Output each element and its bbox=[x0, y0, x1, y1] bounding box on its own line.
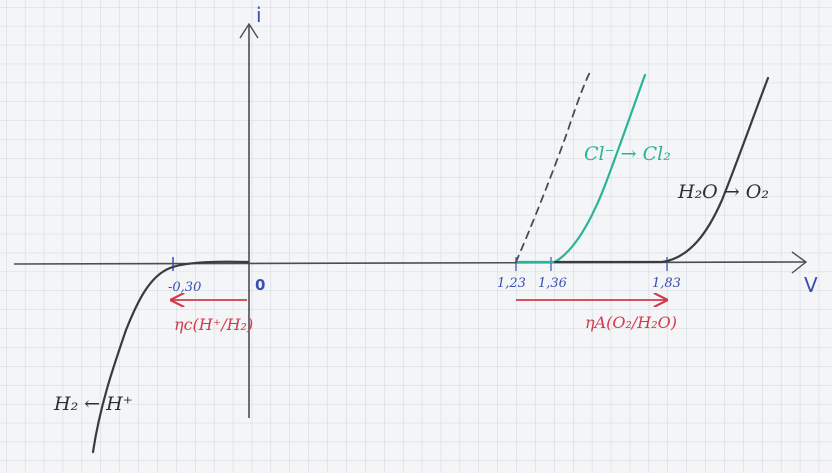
h2-reaction-label: H₂ ← H⁺ bbox=[53, 393, 133, 415]
o2-theoretical-dashed-curve bbox=[515, 71, 591, 263]
y-axis-arrowhead bbox=[239, 22, 259, 39]
tick-label-neg030: -0,30 bbox=[168, 280, 201, 295]
x-axis bbox=[13, 261, 806, 265]
chlorine-oxidation-curve bbox=[516, 73, 647, 264]
anodic-overpotential-label: ηA(O₂/H₂O) bbox=[585, 313, 677, 332]
h2o-reaction-label: H₂O → O₂ bbox=[677, 181, 769, 203]
x-axis-arrowhead bbox=[791, 251, 808, 274]
tick-label-183: 1,83 bbox=[652, 276, 681, 291]
h2-reduction-curve bbox=[91, 260, 250, 454]
o2-oxidation-curve bbox=[553, 76, 770, 264]
tick-label-136: 1,36 bbox=[538, 276, 567, 291]
x-axis-label: V bbox=[804, 273, 818, 297]
cathodic-overpotential-label: ηc(H⁺/H₂) bbox=[174, 315, 253, 334]
overpotential-arrows: ηc(H⁺/H₂) ηA(O₂/H₂O) bbox=[172, 300, 677, 334]
curves bbox=[91, 71, 770, 454]
reaction-labels: H₂ ← H⁺ H₂O → O₂ Cl⁻ → Cl₂ bbox=[53, 143, 769, 415]
axes: V i 0 bbox=[13, 3, 818, 418]
tick-label-123: 1,23 bbox=[497, 276, 526, 291]
chlorine-reaction-label: Cl⁻ → Cl₂ bbox=[584, 143, 671, 165]
tick-labels: -0,30 1,23 1,36 1,83 bbox=[168, 257, 681, 295]
origin-label: 0 bbox=[255, 276, 265, 294]
y-axis-label: i bbox=[256, 3, 262, 27]
